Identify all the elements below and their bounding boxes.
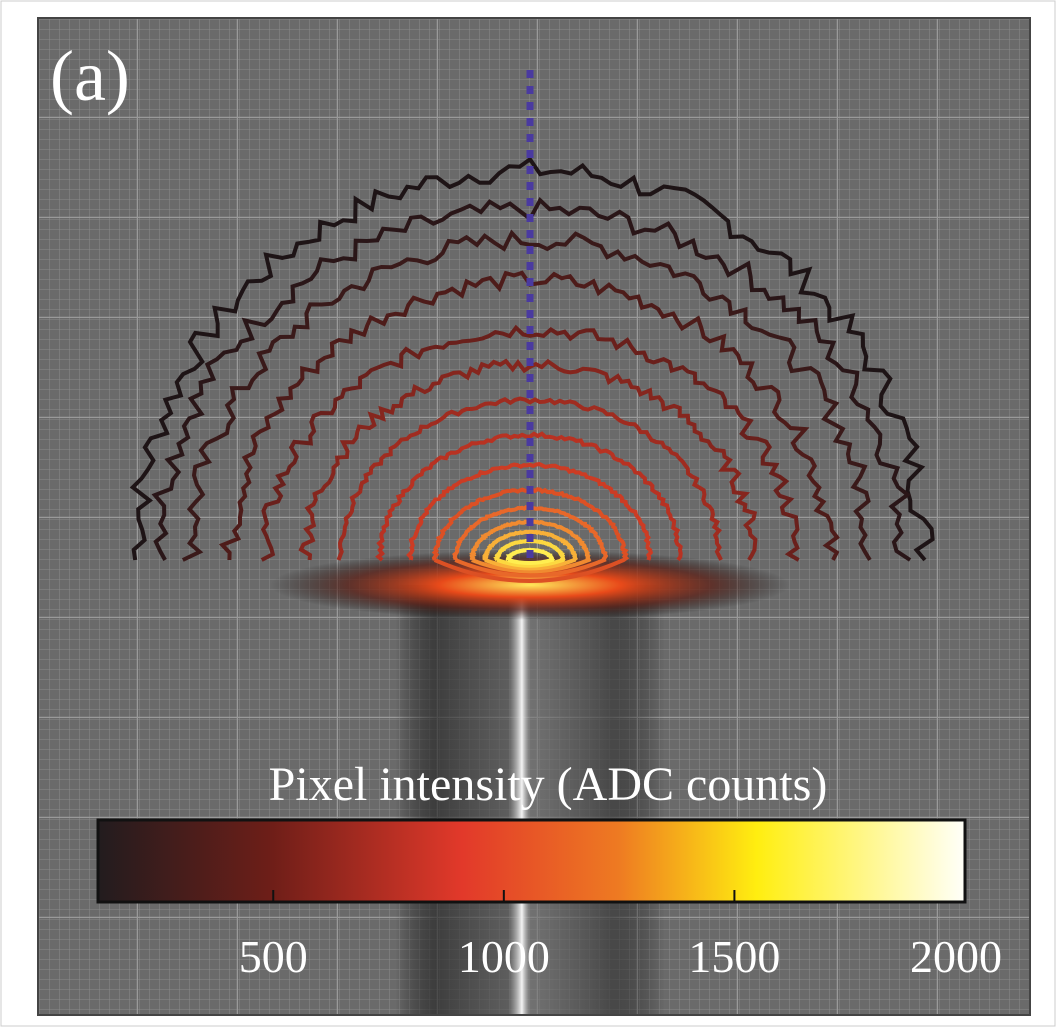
colorbar-label: Pixel intensity (ADC counts) [269, 758, 828, 811]
panel-label: (a) [50, 36, 130, 116]
figure: (a) Pixel intensity (ADC counts) 500 1000… [0, 0, 1056, 1027]
tick-label: 500 [239, 931, 308, 982]
tick-label: 1500 [688, 931, 780, 982]
colorbar [98, 820, 965, 902]
tick-label: 1000 [458, 931, 550, 982]
tick-label: 2000 [910, 931, 1002, 982]
